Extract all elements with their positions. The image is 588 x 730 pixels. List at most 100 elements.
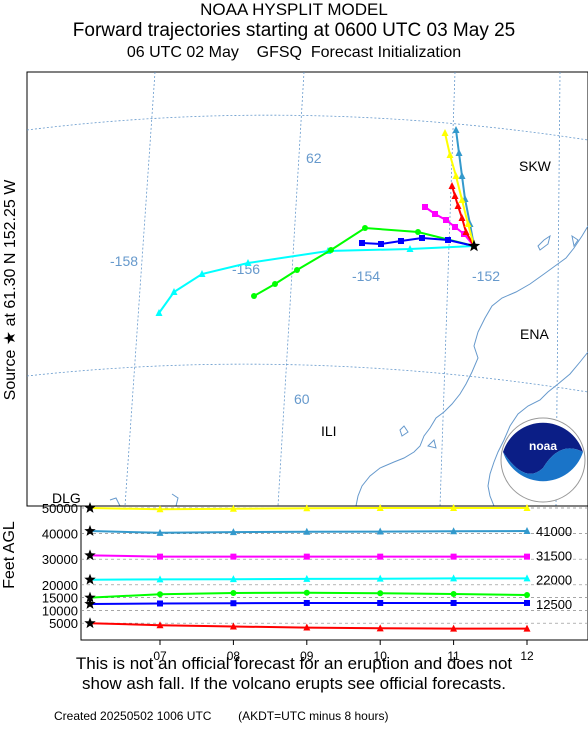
height-point xyxy=(229,528,237,536)
height-point xyxy=(523,527,531,535)
time-tick-label: 08 xyxy=(227,649,241,663)
meridian-line xyxy=(124,71,156,507)
time-tick-label: 09 xyxy=(300,649,314,663)
longitude-label: -158 xyxy=(110,253,138,269)
height-point xyxy=(376,527,384,535)
height-grid xyxy=(81,507,588,624)
trajectory-point xyxy=(294,267,300,273)
meridian-line xyxy=(277,71,305,507)
height-point xyxy=(377,553,384,560)
height-point xyxy=(376,624,384,632)
trajectory-point xyxy=(452,172,460,179)
height-point xyxy=(230,600,237,607)
height-point xyxy=(523,504,531,511)
station-label: DLG xyxy=(52,490,81,506)
height-tick-label: 20000 xyxy=(42,578,78,593)
trajectory-point xyxy=(448,182,456,189)
height-tick-label: 15000 xyxy=(42,591,78,606)
source-label: Source ★ at 61.30 N 152.25 W xyxy=(2,179,19,401)
height-point xyxy=(376,574,384,582)
trajectory-point xyxy=(359,240,365,246)
height-frame xyxy=(80,505,588,641)
trajectory-point xyxy=(155,309,163,316)
height-point xyxy=(303,553,310,560)
height-point xyxy=(156,505,164,513)
height-point xyxy=(230,553,237,560)
trajectory-point xyxy=(362,225,368,231)
coastline-segment xyxy=(537,234,551,251)
coastline-segment xyxy=(571,234,579,248)
height-start-star-icon xyxy=(84,549,96,561)
height-release-label: 22000 xyxy=(536,573,572,588)
height-point xyxy=(523,574,531,582)
disclaimer-line-2: show ash fall. If the volcano erupts see… xyxy=(82,674,506,693)
coastline-segment xyxy=(399,425,409,437)
forecast-init-title: 06 UTC 02 May GFSQ Forecast Initializati… xyxy=(126,44,462,61)
model-title: NOAA HYSPLIT MODEL xyxy=(200,0,388,19)
trajectory-point xyxy=(452,224,458,230)
trajectory-point xyxy=(398,238,404,244)
height-start-star-icon xyxy=(84,502,96,513)
height-point xyxy=(450,553,457,560)
height-point xyxy=(229,575,237,583)
height-point xyxy=(303,504,311,512)
coastline-segment xyxy=(171,493,179,507)
height-release-label: 12500 xyxy=(536,597,572,612)
trajectory-line-12500 xyxy=(361,236,475,247)
trajectory-point xyxy=(443,217,449,223)
trajectory-point xyxy=(451,192,459,199)
height-point xyxy=(303,599,310,606)
trajectory-point xyxy=(422,204,428,210)
height-tick-label: 10000 xyxy=(42,603,78,618)
height-point xyxy=(524,592,530,599)
height-y-label: Feet AGL xyxy=(1,521,18,589)
height-point xyxy=(156,621,164,629)
coastline-segment xyxy=(109,497,121,507)
trajectory-point xyxy=(446,151,454,158)
height-start-star-icon xyxy=(84,591,96,603)
height-point xyxy=(156,528,164,536)
height-point xyxy=(377,590,384,597)
trajectory-point xyxy=(458,214,466,221)
trajectory-point xyxy=(452,126,460,133)
latitude-label: 62 xyxy=(306,150,322,166)
noaa-logo: noaa xyxy=(500,417,586,503)
height-release-label: 41000 xyxy=(536,524,572,539)
trajectory-point xyxy=(458,172,466,179)
height-release-label: 31500 xyxy=(536,548,572,563)
coastline-segment xyxy=(427,439,437,449)
coastline-segment xyxy=(355,225,588,507)
trajectory-point xyxy=(419,235,425,241)
trajectory-point xyxy=(272,281,278,287)
height-point xyxy=(157,553,163,560)
trajectory-point xyxy=(464,220,472,227)
station-label: SKW xyxy=(519,158,552,174)
disclaimer: This is not an official forecast for an … xyxy=(0,654,588,694)
height-point xyxy=(157,591,163,598)
height-point xyxy=(524,553,530,560)
trajectory-point xyxy=(170,288,178,295)
height-tick-label: 5000 xyxy=(49,616,78,631)
longitude-label: -152 xyxy=(472,268,500,284)
height-point xyxy=(157,600,163,607)
height-point xyxy=(303,589,310,596)
trajectory-line-50000 xyxy=(444,132,475,247)
map-frame xyxy=(26,71,588,507)
height-point xyxy=(450,504,458,511)
height-start-star-icon xyxy=(84,617,96,629)
meridian-line xyxy=(439,71,456,507)
height-point xyxy=(156,575,164,583)
disclaimer-line-1: This is not an official forecast for an … xyxy=(75,654,513,673)
height-point xyxy=(450,599,457,606)
height-point xyxy=(523,624,531,632)
noaa-logo-text: noaa xyxy=(529,439,557,453)
time-tick-label: 10 xyxy=(374,649,388,663)
trajectory-point xyxy=(406,245,414,252)
time-tick-label: 11 xyxy=(447,649,460,663)
trajectory-point xyxy=(328,247,334,253)
height-point xyxy=(229,622,237,630)
trajectory-point xyxy=(445,237,451,243)
height-point xyxy=(524,599,530,606)
